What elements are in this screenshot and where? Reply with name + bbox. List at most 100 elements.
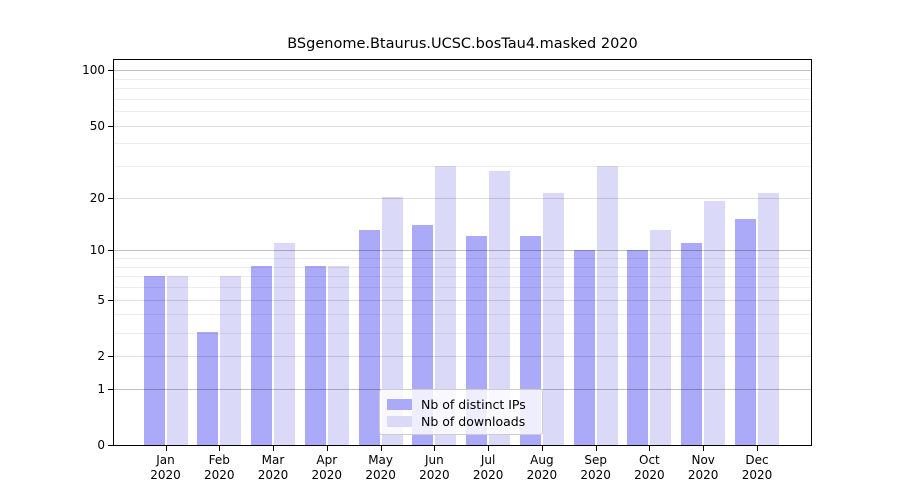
minor-gridline-80 <box>114 87 811 89</box>
x-tick-year: 2020 <box>419 468 450 482</box>
x-tick-month: Sep <box>584 453 607 467</box>
x-tick-month: Jun <box>425 453 444 467</box>
y-tick-label-0: 0 <box>97 438 105 453</box>
bar-downloads-may <box>381 197 403 445</box>
bar-distinct-ips-feb <box>197 332 219 445</box>
bar-downloads-aug <box>542 193 564 445</box>
minor-gridline-8 <box>114 266 811 268</box>
x-tick-may <box>380 445 382 451</box>
x-tick-jul <box>488 445 490 451</box>
x-tick-aug <box>541 445 543 451</box>
x-tick-feb <box>219 445 221 451</box>
major-gridline-50 <box>114 125 811 127</box>
minor-gridline-70 <box>114 98 811 100</box>
bar-distinct-ips-oct <box>627 249 649 445</box>
x-tick-year: 2020 <box>311 468 343 482</box>
x-tick-year: 2020 <box>204 468 235 482</box>
x-tick-jan <box>165 445 167 451</box>
x-tick-month: Jan <box>156 453 175 467</box>
bar-downloads-oct <box>650 230 672 445</box>
bar-distinct-ips-dec <box>734 219 756 445</box>
plot-canvas: 0 1 2 5 10 20 50 100 Jan 2020 Feb 2020 Mar 2020 Apr 202… <box>82 60 811 482</box>
bar-distinct-ips-jan <box>143 275 165 445</box>
major-gridline-10 <box>114 250 811 252</box>
x-tick-year: 2020 <box>687 468 719 482</box>
x-tick-label-aug: Aug 2020 <box>514 453 570 483</box>
x-tick-year: 2020 <box>472 468 504 482</box>
y-tick-label-20: 20 <box>89 190 105 205</box>
x-tick-sep <box>595 445 597 451</box>
y-tick-5 <box>108 299 114 301</box>
bar-distinct-ips-sep <box>573 249 595 445</box>
y-tick-0 <box>108 445 114 447</box>
bar-distinct-ips-mar <box>251 266 273 445</box>
x-tick-nov <box>703 445 705 451</box>
x-tick-month: May <box>368 453 393 467</box>
major-gridline-2 <box>114 356 811 357</box>
x-tick-label-jun: Jun 2020 <box>406 453 462 483</box>
bar-downloads-mar <box>274 242 296 445</box>
x-tick-label-apr: Apr 2020 <box>299 453 355 483</box>
minor-gridline-60 <box>114 111 811 112</box>
minor-gridline-4 <box>114 314 811 316</box>
x-tick-month: Nov <box>691 453 715 467</box>
bar-downloads-feb <box>220 275 242 445</box>
bar-downloads-jan <box>166 275 188 445</box>
bar-distinct-ips-may <box>358 230 380 445</box>
major-gridline-5 <box>114 299 811 301</box>
y-tick-50 <box>108 125 114 127</box>
x-tick-mar <box>273 445 274 451</box>
x-tick-year: 2020 <box>580 468 611 482</box>
y-tick-label-5: 5 <box>97 292 105 307</box>
minor-gridline-7 <box>114 276 811 278</box>
major-gridline-100 <box>114 70 811 71</box>
bar-downloads-jul <box>489 171 511 445</box>
legend-label-distinct-ips: Nb of distinct IPs <box>421 396 526 412</box>
x-tick-label-may: May 2020 <box>353 453 409 483</box>
x-tick-label-jul: Jul 2020 <box>460 453 516 483</box>
x-tick-jun <box>434 445 436 451</box>
y-tick-1 <box>108 388 114 390</box>
y-tick-label-50: 50 <box>89 118 105 133</box>
legend: Nb of distinct IPs Nb of downloads <box>379 389 543 435</box>
x-tick-label-oct: Oct 2020 <box>621 453 677 483</box>
bar-downloads-apr <box>327 266 349 445</box>
x-tick-year: 2020 <box>257 468 289 482</box>
legend-swatch-downloads <box>387 416 412 427</box>
legend-label-downloads: Nb of downloads <box>421 413 526 429</box>
plot-area: 0 1 2 5 10 20 50 100 Jan 2020 Feb 2020 Mar 2020 Apr 202… <box>82 59 812 482</box>
minor-gridline-40 <box>114 143 811 145</box>
x-tick-dec <box>757 445 758 451</box>
x-tick-label-mar: Mar 2020 <box>245 453 301 483</box>
x-tick-year: 2020 <box>526 468 558 482</box>
minor-gridline-3 <box>114 332 811 334</box>
x-tick-label-sep: Sep 2020 <box>568 453 624 483</box>
bar-downloads-sep <box>596 165 618 445</box>
x-tick-apr <box>326 445 328 451</box>
x-tick-month: Feb <box>208 453 230 467</box>
bar-distinct-ips-nov <box>681 242 703 445</box>
x-tick-year: 2020 <box>741 468 773 482</box>
x-tick-month: Dec <box>745 453 769 467</box>
x-tick-oct <box>649 445 651 451</box>
y-tick-label-100: 100 <box>82 63 105 77</box>
y-tick-100 <box>108 70 114 71</box>
minor-gridline-30 <box>114 166 811 167</box>
bar-downloads-jun <box>435 165 457 445</box>
x-tick-year: 2020 <box>150 468 181 482</box>
x-tick-label-feb: Feb 2020 <box>191 453 247 483</box>
x-tick-label-jan: Jan 2020 <box>138 453 194 483</box>
bar-distinct-ips-apr <box>304 266 326 445</box>
y-tick-label-2: 2 <box>97 349 105 363</box>
minor-gridline-6 <box>114 287 811 289</box>
y-tick-label-10: 10 <box>89 243 105 258</box>
major-gridline-20 <box>114 197 811 199</box>
x-tick-year: 2020 <box>365 468 396 482</box>
x-tick-month: Apr <box>316 453 338 467</box>
x-tick-month: Jul <box>480 453 496 467</box>
legend-swatch-distinct-ips <box>387 399 412 410</box>
legend-row-distinct-ips: Nb of distinct IPs <box>387 396 542 413</box>
minor-gridline-90 <box>114 78 811 80</box>
y-tick-2 <box>108 356 114 357</box>
y-tick-label-1: 1 <box>97 381 105 396</box>
